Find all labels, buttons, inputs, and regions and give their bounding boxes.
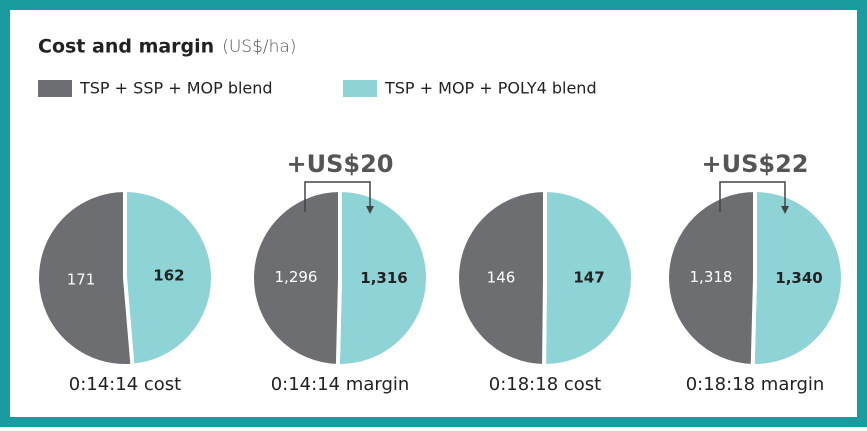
annotation: +US$22 xyxy=(702,150,809,178)
arrow-head xyxy=(366,206,374,214)
annotation: +US$20 xyxy=(287,150,394,178)
slice-label: 1,296 xyxy=(275,268,318,286)
pie-slice xyxy=(454,187,547,369)
pie-title: 0:14:14 margin xyxy=(271,374,410,395)
slice-label: 146 xyxy=(487,268,516,286)
slice-label: 1,318 xyxy=(690,268,733,286)
legend-label: TSP + SSP + MOP blend xyxy=(79,79,273,98)
unit: (US$/ha) xyxy=(222,37,296,57)
pie-title: 0:14:14 cost xyxy=(69,374,181,395)
slice-label: 1,340 xyxy=(775,269,822,287)
slice-label: 162 xyxy=(153,267,184,285)
legend-label: TSP + MOP + POLY4 blend xyxy=(384,79,597,98)
bracket xyxy=(304,181,371,212)
legend-swatch xyxy=(343,80,377,97)
pie-slice xyxy=(335,187,430,368)
arrow-head xyxy=(781,206,789,214)
slice-label: 1,316 xyxy=(360,269,407,287)
title: Cost and margin xyxy=(38,36,214,58)
pie-title: 0:18:18 margin xyxy=(686,374,825,395)
pie-slice xyxy=(35,187,135,368)
bracket xyxy=(719,181,786,212)
pie-slice xyxy=(542,187,635,368)
legend-swatch xyxy=(38,80,72,97)
pie-slice xyxy=(123,187,215,368)
slice-label: 147 xyxy=(573,269,604,287)
slice-label: 171 xyxy=(67,270,96,288)
pie-title: 0:18:18 cost xyxy=(489,374,601,395)
pie-slice xyxy=(750,187,846,368)
